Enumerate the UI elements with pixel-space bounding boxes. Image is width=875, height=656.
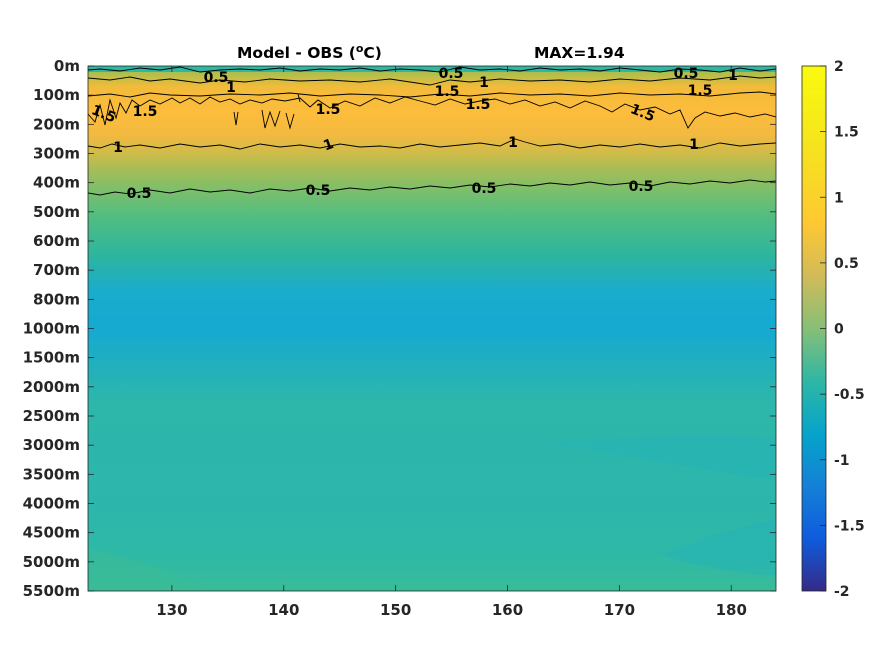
y-tick-label: 0m — [54, 57, 80, 75]
y-tick-label: 3000m — [23, 436, 80, 454]
contour-label: 1 — [479, 75, 489, 91]
contour-1-upper — [88, 75, 776, 86]
contour-isolated-1 — [233, 111, 239, 126]
contour-label: 1 — [226, 80, 236, 96]
y-tick-label: 2000m — [23, 378, 80, 396]
contour-label: 1.5 — [316, 102, 341, 118]
colorbar-tick-label: 0 — [834, 322, 844, 338]
contour-0.5-lower — [88, 179, 776, 196]
contour-label: 1.5 — [435, 84, 460, 100]
contour-label: 0.5 — [306, 183, 331, 199]
plot-area — [87, 65, 777, 592]
colorbar-tick-label: 1 — [834, 190, 844, 206]
y-tick-label: 100m — [33, 86, 80, 104]
colorbar-tick-label: -2 — [834, 584, 850, 600]
colorbar-tick-label: -0.5 — [834, 387, 865, 403]
x-tick-label: 160 — [492, 601, 523, 619]
contour-label: 1 — [113, 140, 123, 156]
contour-label: 1 — [728, 68, 738, 84]
contour-label: 0.5 — [439, 66, 464, 82]
colorbar: 2 1.5 1 0.5 0 -0.5 -1 -1.5 -2 — [801, 59, 865, 600]
contour-label: 0.5 — [472, 181, 497, 197]
contour-lines — [88, 66, 776, 196]
heatmap-field — [88, 66, 776, 591]
contour-label: 0.5 — [204, 70, 229, 86]
colorbar-tick-label: 0.5 — [834, 256, 859, 272]
colorbar-tick-label: -1.5 — [834, 518, 865, 534]
y-tick-label: 800m — [33, 290, 80, 308]
y-tick-label: 300m — [33, 145, 80, 163]
y-tick-label: 700m — [33, 261, 80, 279]
y-tick-label: 4000m — [23, 495, 80, 513]
y-tick-label: 4500m — [23, 524, 80, 542]
deep-anomaly-east — [550, 436, 776, 480]
surface-band — [88, 66, 776, 72]
contour-isolated-4 — [297, 93, 301, 103]
contour-label: 0.5 — [629, 179, 654, 195]
contour-0.5-surface — [88, 66, 776, 73]
x-axis: 130 140 150 160 170 180 — [156, 66, 747, 619]
y-tick-label: 5500m — [23, 582, 80, 600]
colorbar-tick-label: -1 — [834, 453, 850, 469]
colorbar-tick-label: 1.5 — [834, 125, 859, 141]
contour-label: 1 — [508, 135, 518, 151]
contour-label: 1.5 — [688, 83, 713, 99]
x-tick-label: 130 — [156, 601, 187, 619]
y-tick-label: 5000m — [23, 553, 80, 571]
contour-label: 0.5 — [674, 66, 699, 82]
y-tick-label: 1000m — [23, 320, 80, 338]
y-tick-label: 600m — [33, 232, 80, 250]
contour-1-lower — [88, 138, 776, 150]
y-tick-label: 400m — [33, 174, 80, 192]
y-tick-label: 1500m — [23, 349, 80, 367]
contour-label: 1.5 — [466, 97, 491, 113]
y-tick-label: 500m — [33, 203, 80, 221]
y-tick-label: 2500m — [23, 407, 80, 425]
contour-1.5-upper — [88, 91, 776, 98]
contour-label: 1.5 — [133, 104, 158, 120]
chart-title: Model - OBS (oC) — [237, 42, 382, 62]
contour-1.5-lower — [88, 96, 776, 129]
x-tick-label: 170 — [604, 601, 635, 619]
deep-anomaly-southeast — [660, 520, 776, 575]
contour-label: 1 — [689, 137, 699, 153]
y-tick-label: 3500m — [23, 465, 80, 483]
contour-isolated-2 — [261, 109, 281, 129]
contour-label: 0.5 — [127, 186, 152, 202]
x-tick-label: 140 — [268, 601, 299, 619]
contour-isolated-3 — [285, 112, 295, 130]
colorbar-ticks: 2 1.5 1 0.5 0 -0.5 -1 -1.5 -2 — [820, 59, 865, 600]
y-axis: 0m 100m 200m 300m 400m 500m 600m 700m 800m 1000m 1… — [23, 57, 776, 600]
x-tick-label: 180 — [716, 601, 747, 619]
colorbar-tick-label: 2 — [834, 59, 844, 75]
x-tick-label: 150 — [380, 601, 411, 619]
chart-max-label: MAX=1.94 — [534, 44, 625, 62]
deep-anomaly-west — [88, 548, 210, 591]
y-tick-label: 200m — [33, 115, 80, 133]
